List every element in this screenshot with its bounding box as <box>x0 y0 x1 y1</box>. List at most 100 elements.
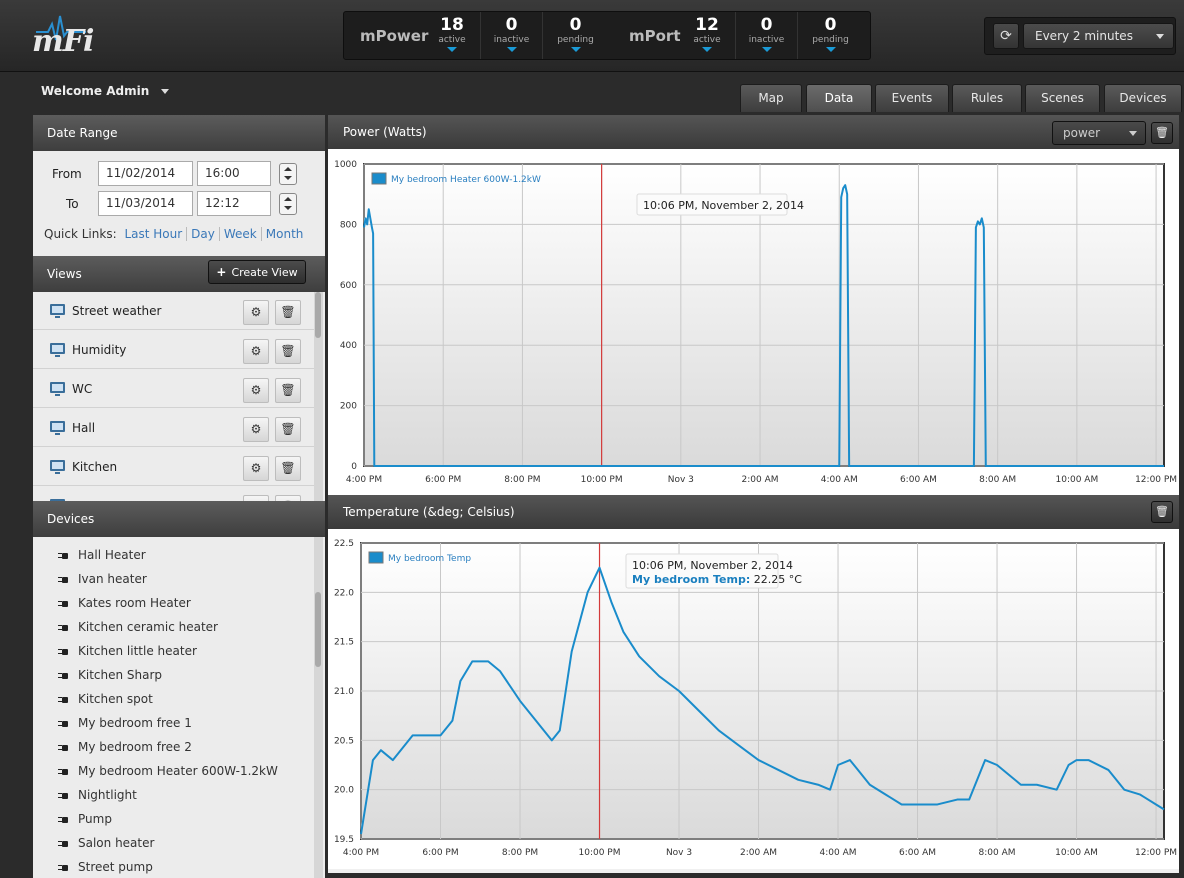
x-tick-label: 12:00 PM <box>1135 848 1177 858</box>
devices-header: Devices <box>33 501 325 537</box>
tab-rules[interactable]: Rules <box>952 84 1022 112</box>
quick-link-week[interactable]: Week <box>219 227 262 241</box>
gear-icon[interactable]: ⚙ <box>243 417 269 442</box>
list-item[interactable]: Street pump <box>58 860 153 874</box>
list-item[interactable]: Humidity ⚙ 🗑 <box>33 331 314 369</box>
trash-icon[interactable]: 🗑 <box>275 417 301 442</box>
tab-events[interactable]: Events <box>875 84 949 112</box>
power-chart-title: Power (Watts) <box>343 125 427 139</box>
left-panel: Date Range From 11/02/2014 16:00 To 11/0… <box>33 115 325 878</box>
list-item[interactable]: Pump <box>58 812 112 826</box>
devices-scrollbar[interactable] <box>314 537 323 878</box>
y-tick-label: 21.0 <box>334 687 354 697</box>
gear-icon[interactable]: ⚙ <box>243 456 269 481</box>
list-item[interactable]: Kitchen Sharp <box>58 668 162 682</box>
top-bar: mFi mPower 18 active 0 inactive 0 pendin… <box>0 0 1184 72</box>
list-item[interactable]: Ivan heater <box>58 572 147 586</box>
list-item[interactable]: Nightlight <box>58 788 137 802</box>
plug-icon <box>58 792 70 800</box>
plug-icon <box>58 672 70 680</box>
plug-icon <box>58 576 70 584</box>
plug-icon <box>58 600 70 608</box>
list-item[interactable]: WC ⚙ 🗑 <box>33 370 314 408</box>
scrollbar-thumb[interactable] <box>315 592 321 667</box>
list-item[interactable]: Kitchen ⚙ 🗑 <box>33 448 314 486</box>
mpower-inactive-count: 0 <box>505 15 518 35</box>
power-chart[interactable]: 0 200 400 600 800 1000 4:00 PM 6:00 PM 8:00 PM 10… <box>328 149 1179 495</box>
mpower-pending-label: pending <box>557 35 594 45</box>
monitor-icon <box>50 421 65 435</box>
monitor-icon <box>50 460 65 474</box>
temperature-chart-title: Temperature (&deg; Celsius) <box>343 505 515 519</box>
chevron-down-icon <box>570 47 581 52</box>
from-time-input[interactable]: 16:00 <box>197 161 271 186</box>
gear-icon[interactable]: ⚙ <box>243 339 269 364</box>
gear-icon[interactable]: ⚙ <box>243 378 269 403</box>
mport-active-stat[interactable]: 12 active <box>679 12 735 59</box>
trash-icon: 🗑 <box>1155 126 1169 139</box>
create-view-button[interactable]: + Create View <box>208 260 306 284</box>
refresh-interval-select[interactable]: Every 2 minutes <box>1023 23 1174 49</box>
gear-icon[interactable]: ⚙ <box>243 495 269 501</box>
mport-inactive-stat[interactable]: 0 inactive <box>735 12 797 59</box>
to-time-input[interactable]: 12:12 <box>197 191 271 216</box>
views-scrollbar[interactable] <box>314 292 323 501</box>
user-menu[interactable]: Welcome Admin <box>41 84 170 98</box>
mpower-active-stat[interactable]: 18 active <box>424 12 480 59</box>
from-date-input[interactable]: 11/02/2014 <box>98 161 193 186</box>
mfi-logo[interactable]: mFi <box>30 10 94 60</box>
list-item[interactable]: Salon heater <box>58 836 154 850</box>
y-tick-label: 800 <box>340 220 357 230</box>
trash-icon[interactable]: 🗑 <box>275 339 301 364</box>
tab-scenes[interactable]: Scenes <box>1025 84 1100 112</box>
monitor-icon <box>50 499 65 501</box>
list-item[interactable]: My bedroom free 1 <box>58 716 192 730</box>
to-time-stepper[interactable] <box>279 193 297 215</box>
tab-map[interactable]: Map <box>740 84 802 112</box>
power-metric-select[interactable]: power <box>1052 121 1146 145</box>
list-item[interactable]: Hall Heater <box>58 548 146 562</box>
quick-link-day[interactable]: Day <box>187 227 220 241</box>
list-item[interactable]: Hall ⚙ 🗑 <box>33 409 314 447</box>
list-item[interactable]: Street weather ⚙ 🗑 <box>33 292 314 330</box>
mport-pending-stat[interactable]: 0 pending <box>797 12 863 59</box>
quick-link-month[interactable]: Month <box>265 227 304 241</box>
delete-chart-button[interactable]: 🗑 <box>1151 122 1173 144</box>
delete-chart-button[interactable]: 🗑 <box>1151 501 1173 523</box>
temperature-chart[interactable]: 19.5 20.0 20.5 21.0 21.5 22.0 22.5 4:00 PM 6:00 … <box>328 529 1179 873</box>
list-item[interactable]: My bedroom Heater 600W-1.2kW <box>58 764 278 778</box>
chevron-down-icon <box>761 47 772 52</box>
list-item[interactable]: My bedroom free 2 <box>58 740 192 754</box>
mpower-inactive-stat[interactable]: 0 inactive <box>480 12 542 59</box>
trash-icon[interactable]: 🗑 <box>275 456 301 481</box>
list-item[interactable]: Kitchen spot <box>58 692 153 706</box>
trash-icon[interactable]: 🗑 <box>275 300 301 325</box>
trash-icon[interactable]: 🗑 <box>275 378 301 403</box>
device-name: My bedroom free 1 <box>78 716 192 730</box>
device-name: Ivan heater <box>78 572 147 586</box>
x-tick-label: 6:00 PM <box>425 475 461 485</box>
y-tick-label: 20.5 <box>334 736 354 746</box>
logo-wave-icon <box>36 15 86 41</box>
view-name: WC <box>72 382 93 396</box>
legend-label: My bedroom Temp <box>388 554 471 564</box>
chevron-down-icon <box>506 47 517 52</box>
list-item[interactable]: Kates room Heater <box>58 596 191 610</box>
trash-icon[interactable]: 🗑 <box>275 495 301 501</box>
list-item[interactable]: Kitchen little heater <box>58 644 197 658</box>
plug-icon <box>58 744 70 752</box>
tooltip-series-name: My bedroom Temp: <box>632 573 750 586</box>
tab-data[interactable]: Data <box>806 84 872 112</box>
tab-devices[interactable]: Devices <box>1104 84 1182 112</box>
to-date-input[interactable]: 11/03/2014 <box>98 191 193 216</box>
list-item[interactable]: ⚙ 🗑 <box>33 487 314 501</box>
mpower-pending-stat[interactable]: 0 pending <box>542 12 608 59</box>
x-tick-label: 2:00 AM <box>740 848 777 858</box>
gear-icon[interactable]: ⚙ <box>243 300 269 325</box>
list-item[interactable]: Kitchen ceramic heater <box>58 620 218 634</box>
scrollbar-thumb[interactable] <box>315 292 321 338</box>
quick-links: Quick Links: Last Hour Day Week Month <box>44 227 307 241</box>
from-time-stepper[interactable] <box>279 163 297 185</box>
refresh-button[interactable]: ⟳ <box>993 23 1019 49</box>
quick-link-last-hour[interactable]: Last Hour <box>120 227 188 241</box>
